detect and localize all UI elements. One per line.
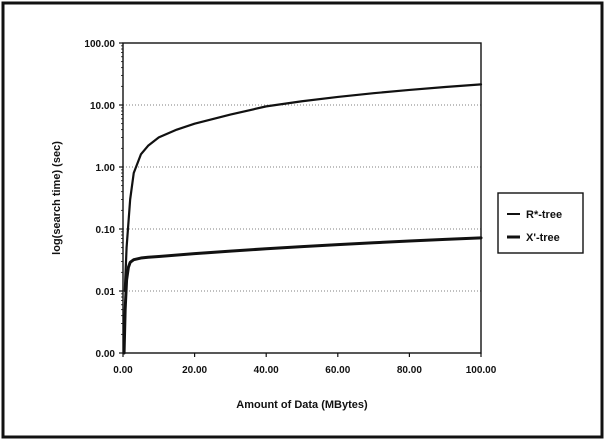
series-line-x-tree xyxy=(122,236,483,355)
plot-area-frame xyxy=(122,42,482,354)
x-tick-label: 60.00 xyxy=(325,365,350,376)
y-axis-title: log(search time) (sec) xyxy=(51,141,63,255)
x-tick-label: 0.00 xyxy=(113,365,133,376)
legend-label-r-star-tree: R*-tree xyxy=(526,209,562,221)
y-tick-label: 0.10 xyxy=(96,225,116,236)
series-line-r-tree xyxy=(123,83,483,293)
y-tick-label: 10.00 xyxy=(90,101,115,112)
legend-box xyxy=(497,192,584,254)
x-tick-label: 100.00 xyxy=(466,365,497,376)
series-layer xyxy=(122,83,483,355)
legend: R*-tree X'-tree xyxy=(497,192,584,254)
x-tick-label: 80.00 xyxy=(397,365,422,376)
x-tick-label: 40.00 xyxy=(254,365,279,376)
legend-label-x-prime-tree: X'-tree xyxy=(526,232,560,244)
x-tick-label: 20.00 xyxy=(182,365,207,376)
y-tick-label: 0.00 xyxy=(96,349,116,360)
x-axis-title: Amount of Data (MBytes) xyxy=(236,399,368,411)
tick-layer: 0.00 0.01 0.10 1.00 10.00 100.00 0.00 20.00 40.0… xyxy=(84,39,496,376)
y-tick-label: 0.01 xyxy=(96,287,116,298)
y-tick-label: 1.00 xyxy=(96,163,116,174)
y-tick-label: 100.00 xyxy=(84,39,115,50)
